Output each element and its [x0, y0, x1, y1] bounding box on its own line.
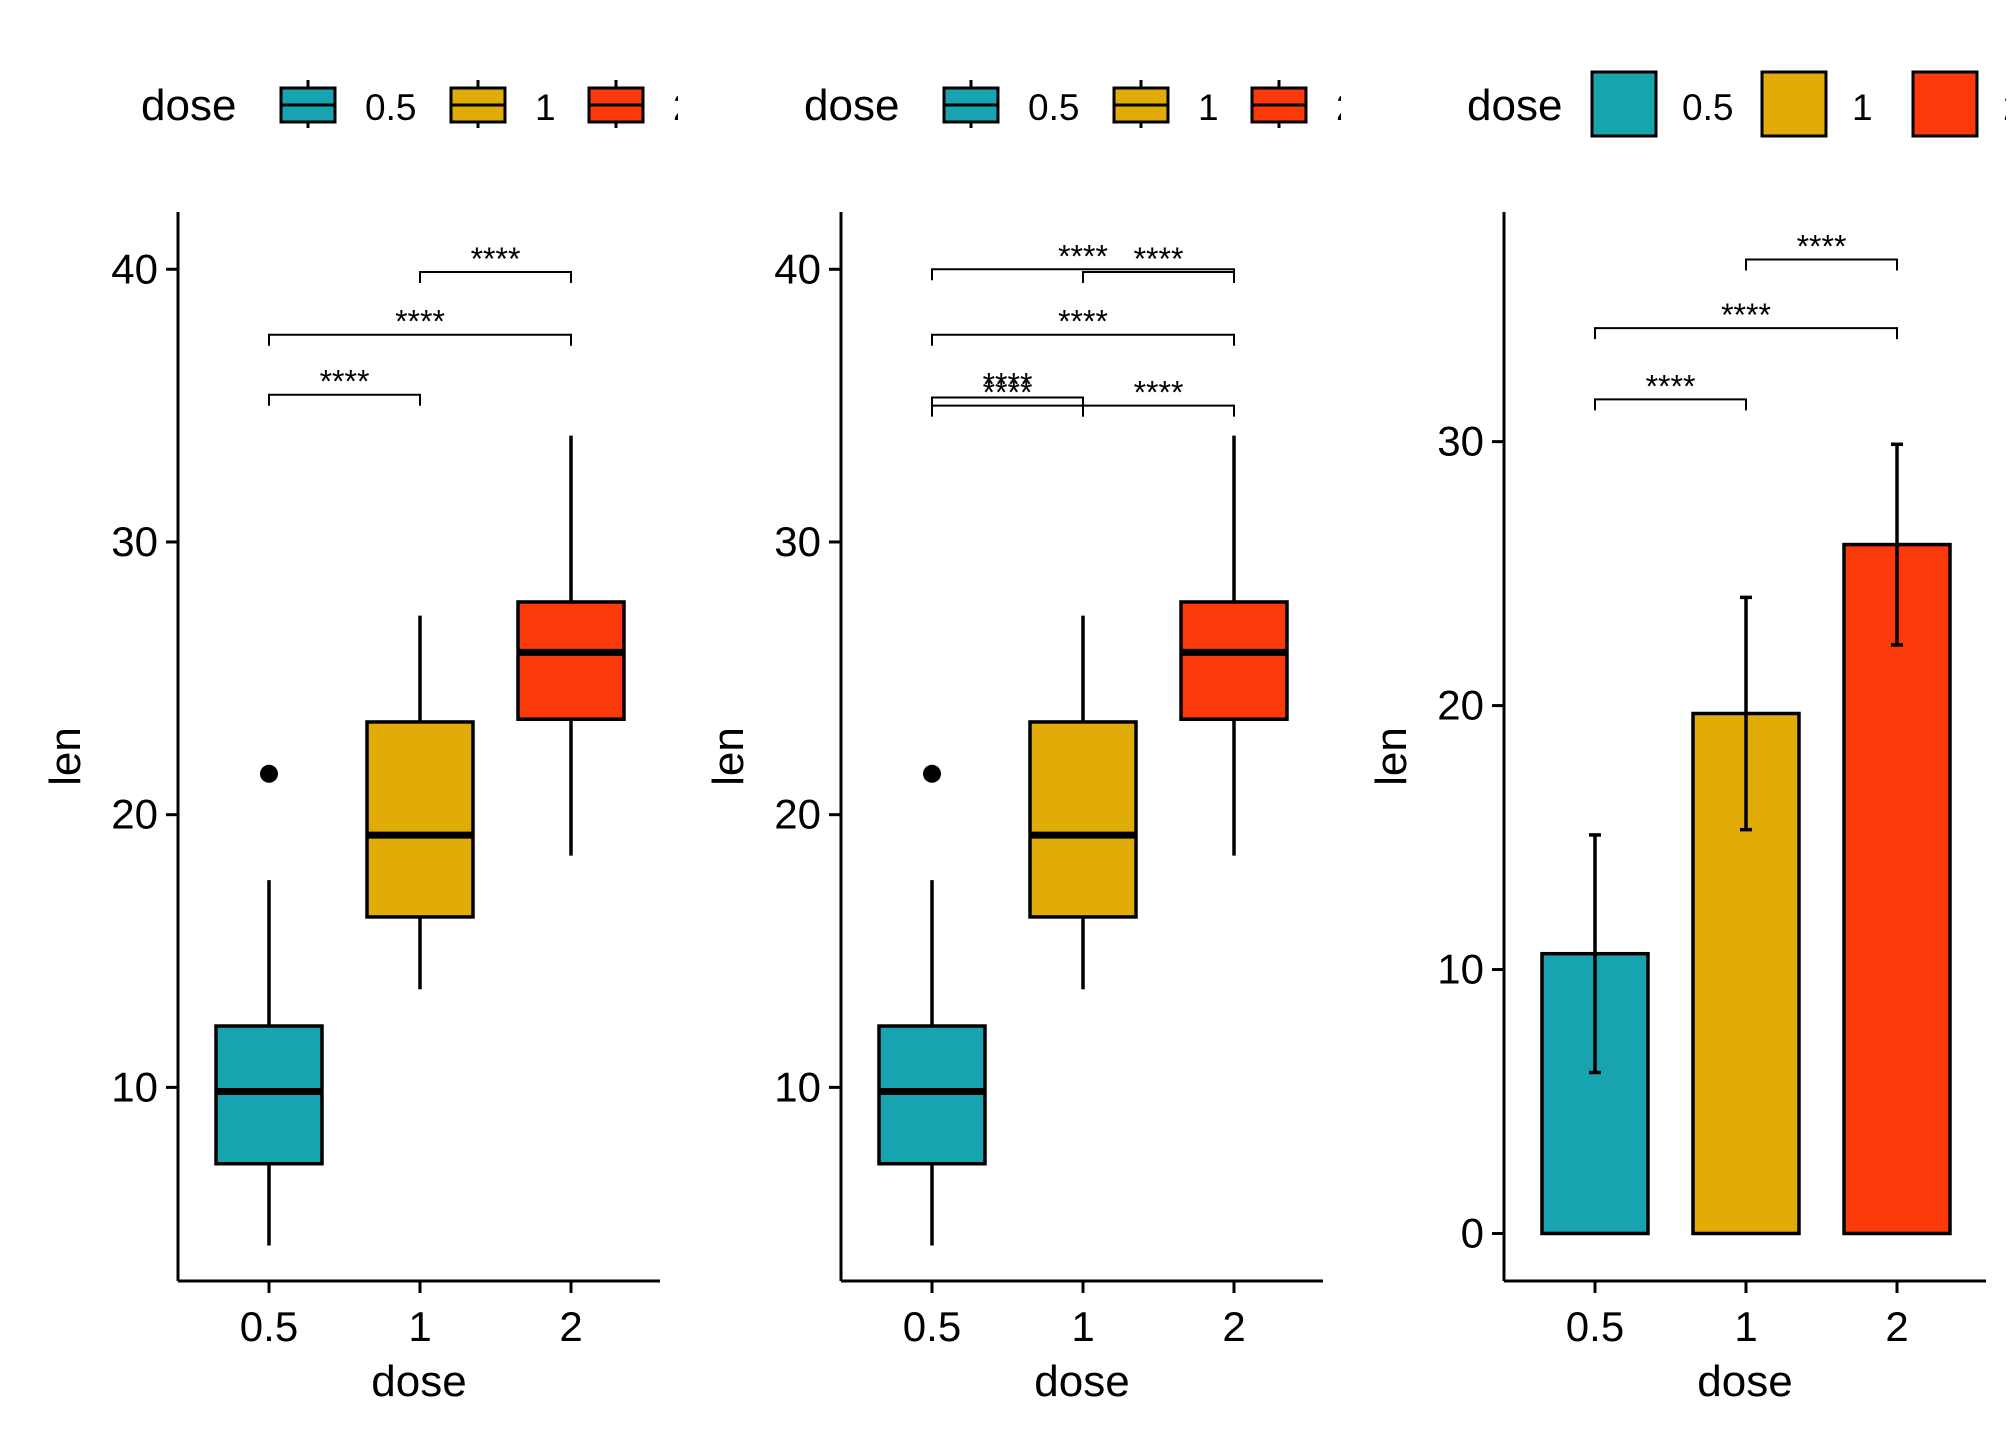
y-axis-label: len [41, 727, 90, 786]
y-tick-label: 30 [774, 518, 821, 565]
significance-bracket: **** [931, 366, 1084, 409]
x-axis-label: dose [1034, 1357, 1129, 1406]
x-tick-label: 0.5 [903, 1303, 961, 1350]
legend-key-0-5 [942, 80, 1000, 128]
outlier-point [260, 764, 278, 783]
box-body [1179, 600, 1289, 721]
y-tick-label: 0 [1461, 1209, 1484, 1256]
significance-label: **** [983, 366, 1033, 402]
legend-title: dose [1467, 81, 1562, 130]
x-tick-label: 0.5 [240, 1303, 298, 1350]
x-tick-label: 1 [408, 1303, 431, 1350]
y-tick-label: 30 [111, 518, 158, 565]
significance-label: **** [1646, 368, 1696, 404]
legend-label-0-5: 0.5 [1028, 87, 1079, 128]
significance-bracket: **** [268, 364, 421, 406]
box-2 [516, 435, 626, 856]
box-body [516, 600, 626, 721]
x-tick-label: 1 [1734, 1303, 1757, 1350]
x-axis-label: dose [1697, 1357, 1792, 1406]
legend-key-1 [1760, 70, 1828, 138]
legend: dose 0.5 1 2 [804, 80, 1357, 130]
significance-bracket: **** [931, 304, 1235, 346]
y-tick-label: 40 [774, 245, 821, 292]
legend-key-1 [1112, 80, 1170, 128]
legend-label-1: 1 [535, 87, 556, 128]
box-body [1028, 720, 1138, 919]
legend-label-0-5: 0.5 [1682, 87, 1733, 128]
legend-title: dose [804, 81, 899, 130]
y-tick-label: 20 [774, 791, 821, 838]
y-tick-label: 20 [1437, 682, 1484, 729]
legend-key-2 [1250, 80, 1308, 128]
significance-label: **** [983, 375, 1033, 411]
significance-label: **** [471, 241, 521, 277]
bar-1 [1691, 595, 1801, 1236]
significance-bracket: **** [931, 375, 1084, 417]
legend-label-2: 2 [673, 87, 694, 128]
y-tick-label: 10 [774, 1063, 821, 1110]
significance-label: **** [320, 364, 370, 400]
significance-label: **** [1058, 304, 1108, 340]
y-tick-label: 10 [111, 1063, 158, 1110]
box-1 [365, 615, 475, 990]
x-tick-label: 0.5 [1566, 1303, 1624, 1350]
significance-bracket: **** [1082, 375, 1235, 417]
box-0-5 [214, 764, 324, 1246]
box-body [365, 720, 475, 919]
significance-label: **** [1058, 238, 1108, 274]
outlier-point [923, 764, 941, 783]
x-tick-label: 2 [559, 1303, 582, 1350]
legend-key-0-5 [1590, 70, 1658, 138]
x-tick-label: 2 [1222, 1303, 1245, 1350]
legend-key-2 [587, 80, 645, 128]
significance-bracket: **** [419, 241, 572, 283]
y-axis-label: len [704, 727, 753, 786]
bar-2 [1842, 442, 1952, 1236]
legend-label-0-5: 0.5 [365, 87, 416, 128]
legend-key-2 [1911, 70, 1979, 138]
significance-label: **** [1797, 229, 1847, 265]
x-tick-label: 2 [1885, 1303, 1908, 1350]
significance-label: **** [1721, 297, 1771, 333]
panel-1: dose 0.5 1 2 10 20 30 40 0.5 1 2 dose len **** **** ***… [41, 80, 694, 1406]
legend-key-0-5 [279, 80, 337, 128]
significance-bracket: **** [1082, 241, 1235, 283]
significance-label: **** [395, 304, 445, 340]
box-1 [1028, 615, 1138, 990]
legend-title: dose [141, 81, 236, 130]
y-tick-label: 40 [111, 245, 158, 292]
significance-bracket: **** [1745, 229, 1898, 271]
significance-label: **** [1134, 241, 1184, 277]
y-tick-label: 20 [111, 791, 158, 838]
significance-label: **** [1134, 375, 1184, 411]
y-tick-label: 10 [1437, 946, 1484, 993]
legend: dose 0.5 1 2 [1467, 70, 2016, 138]
significance-bracket: **** [268, 304, 572, 346]
legend-label-2: 2 [1336, 87, 1357, 128]
significance-bracket: **** [1594, 368, 1747, 411]
legend-label-1: 1 [1198, 87, 1219, 128]
significance-bracket: **** [1594, 297, 1898, 340]
box-2 [1179, 435, 1289, 856]
bar-0-5 [1540, 833, 1650, 1236]
legend: dose 0.5 1 2 [141, 80, 694, 130]
bar-body [1842, 542, 1952, 1236]
legend-label-1: 1 [1852, 87, 1873, 128]
box-0-5 [877, 764, 987, 1246]
x-axis-label: dose [371, 1357, 466, 1406]
x-tick-label: 1 [1071, 1303, 1094, 1350]
legend-key-1 [449, 80, 507, 128]
y-axis-label: len [1367, 727, 1416, 786]
y-tick-label: 30 [1437, 418, 1484, 465]
legend-label-2: 2 [2003, 87, 2016, 128]
